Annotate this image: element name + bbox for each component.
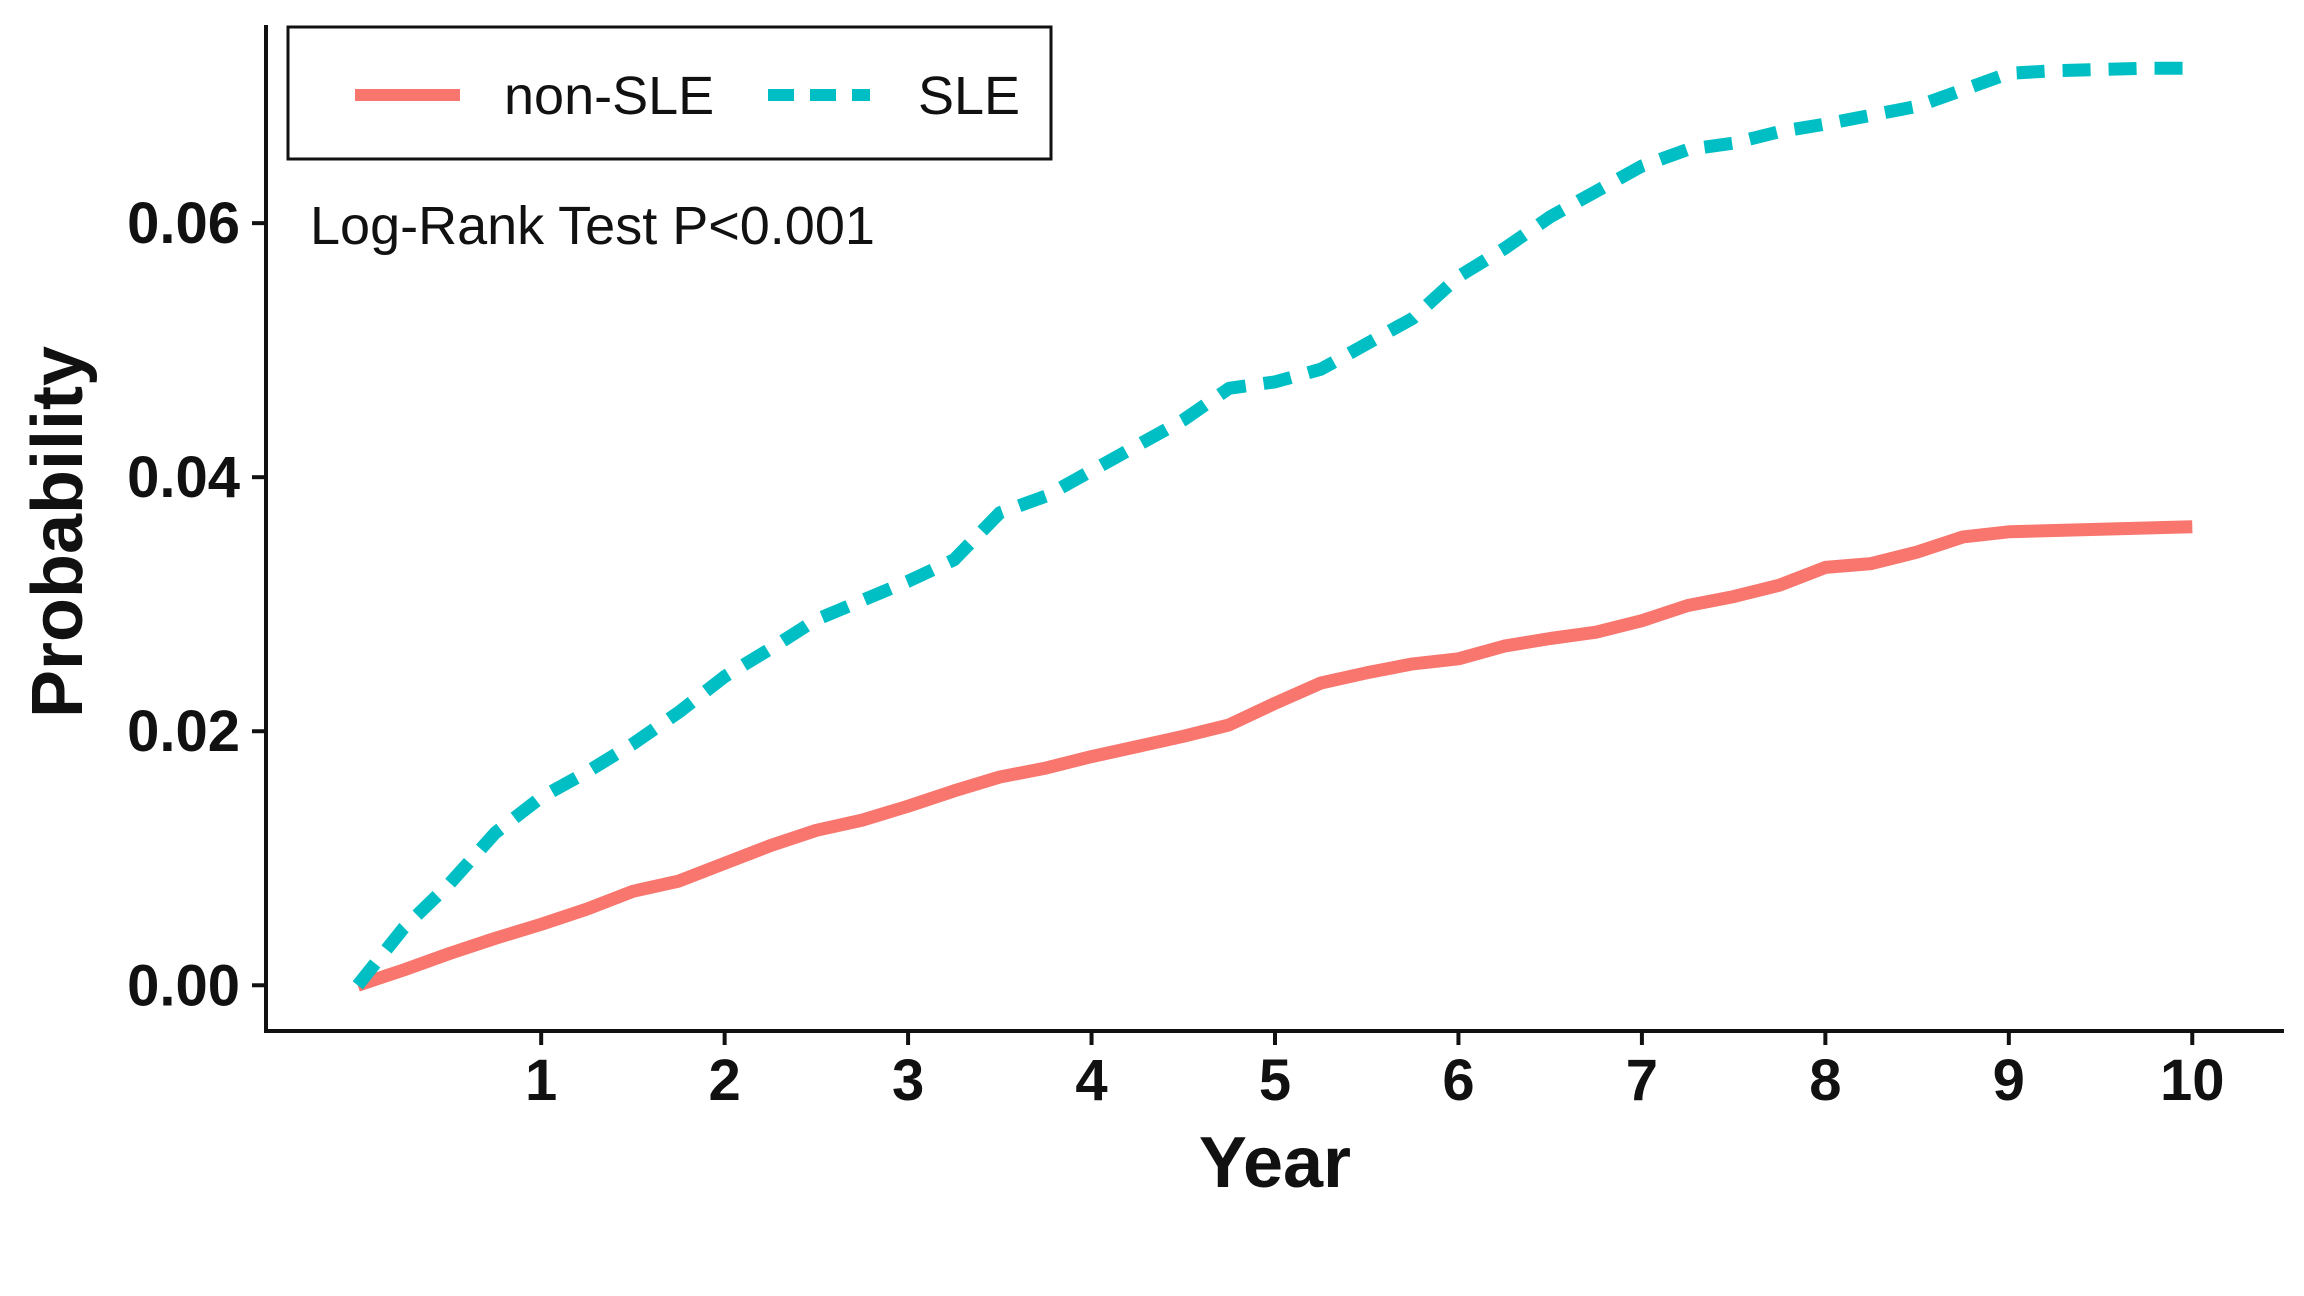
y-ticks: 0.00 0.02 0.04 0.06	[127, 191, 266, 1018]
x-tick-label: 6	[1442, 1048, 1474, 1113]
x-tick-label: 5	[1259, 1048, 1291, 1113]
x-tick-label: 7	[1626, 1048, 1658, 1113]
x-ticks: 1 2 3 4 5 6 7 8 9 10	[525, 1031, 2225, 1113]
x-tick-label: 3	[892, 1048, 924, 1113]
series-layer	[352, 61, 2193, 992]
x-axis-title: Year	[1199, 1123, 1351, 1203]
x-tick-label: 9	[1993, 1048, 2025, 1113]
series-line-sle	[352, 61, 2193, 990]
series-line-non-sle	[355, 520, 2193, 992]
legend-label-sle: SLE	[918, 66, 1020, 126]
x-tick-label: 2	[709, 1048, 741, 1113]
x-tick-label: 8	[1809, 1048, 1841, 1113]
legend-label-non-sle: non-SLE	[504, 66, 714, 126]
x-tick-label: 4	[1075, 1048, 1107, 1113]
x-tick-label: 1	[525, 1048, 557, 1113]
y-tick-label: 0.02	[127, 699, 240, 764]
x-tick-label: 10	[2160, 1048, 2225, 1113]
y-axis-title: Probability	[18, 346, 98, 718]
log-rank-annotation: Log-Rank Test P<0.001	[310, 196, 875, 256]
y-tick-label: 0.04	[127, 445, 240, 510]
legend: non-SLE SLE	[286, 25, 1053, 161]
y-tick-label: 0.06	[127, 191, 240, 256]
y-tick-label: 0.00	[127, 953, 240, 1018]
